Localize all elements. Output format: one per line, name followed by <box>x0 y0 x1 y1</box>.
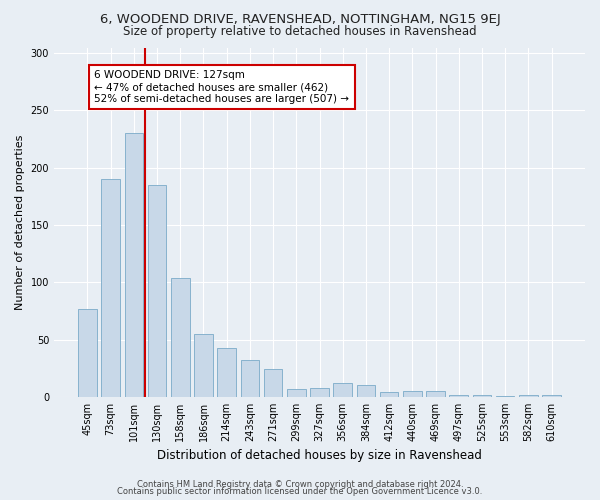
X-axis label: Distribution of detached houses by size in Ravenshead: Distribution of detached houses by size … <box>157 450 482 462</box>
Bar <box>426 391 445 397</box>
Text: Size of property relative to detached houses in Ravenshead: Size of property relative to detached ho… <box>123 25 477 38</box>
Y-axis label: Number of detached properties: Number of detached properties <box>15 134 25 310</box>
Bar <box>403 391 422 397</box>
Bar <box>519 394 538 397</box>
Bar <box>380 392 398 397</box>
Bar <box>496 396 514 397</box>
Bar <box>287 389 305 397</box>
Text: Contains HM Land Registry data © Crown copyright and database right 2024.: Contains HM Land Registry data © Crown c… <box>137 480 463 489</box>
Bar <box>125 134 143 397</box>
Bar <box>356 386 375 397</box>
Bar <box>78 308 97 397</box>
Bar <box>171 278 190 397</box>
Bar <box>542 394 561 397</box>
Bar <box>449 394 468 397</box>
Bar <box>264 370 283 397</box>
Bar <box>334 383 352 397</box>
Bar <box>241 360 259 397</box>
Bar <box>148 185 166 397</box>
Text: Contains public sector information licensed under the Open Government Licence v3: Contains public sector information licen… <box>118 487 482 496</box>
Bar <box>473 394 491 397</box>
Text: 6, WOODEND DRIVE, RAVENSHEAD, NOTTINGHAM, NG15 9EJ: 6, WOODEND DRIVE, RAVENSHEAD, NOTTINGHAM… <box>100 12 500 26</box>
Bar <box>194 334 213 397</box>
Text: 6 WOODEND DRIVE: 127sqm
← 47% of detached houses are smaller (462)
52% of semi-d: 6 WOODEND DRIVE: 127sqm ← 47% of detache… <box>94 70 349 104</box>
Bar <box>217 348 236 397</box>
Bar <box>101 179 120 397</box>
Bar <box>310 388 329 397</box>
